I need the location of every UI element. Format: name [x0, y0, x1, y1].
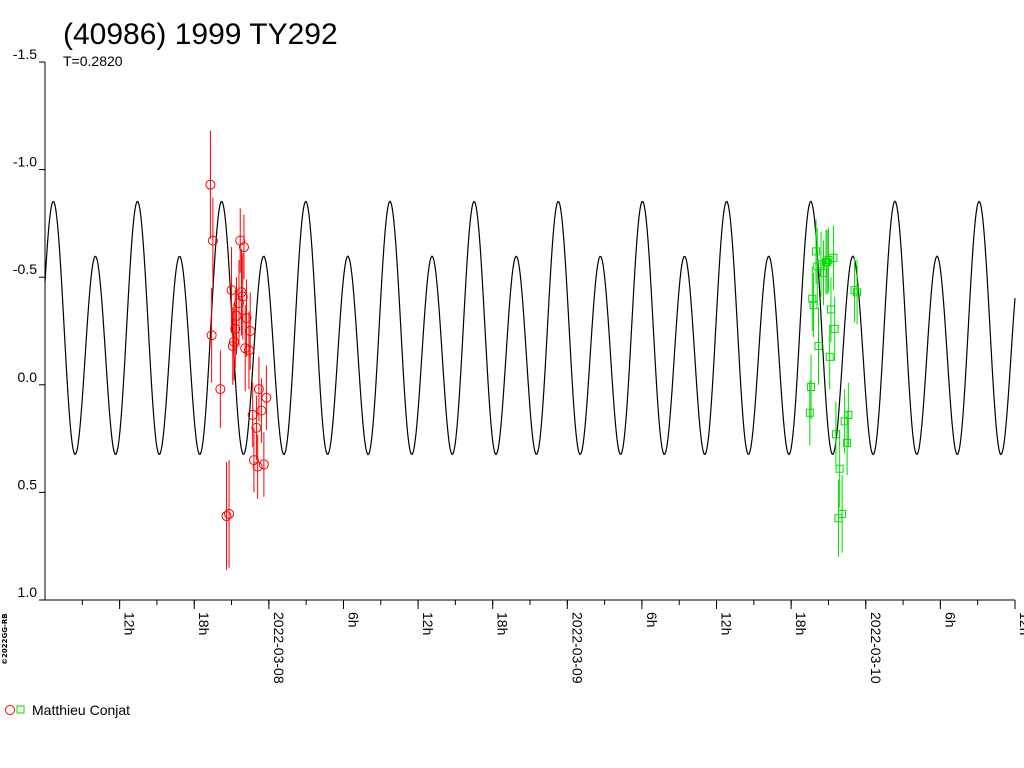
data-point — [261, 392, 272, 403]
data-point — [814, 342, 823, 351]
legend: Matthieu Conjat — [5, 702, 130, 718]
data-point — [853, 288, 862, 297]
data-point — [812, 247, 821, 256]
x-tick-label: 18h — [495, 612, 511, 635]
chart-subtitle: T=0.2820 — [63, 53, 123, 69]
data-point — [207, 235, 218, 246]
series-square — [805, 219, 862, 557]
series-layer — [205, 130, 862, 570]
data-point — [808, 294, 817, 303]
data-point — [838, 509, 847, 518]
data-point — [224, 508, 235, 519]
x-tick-label: 2022-03-08 — [271, 612, 287, 684]
data-point — [829, 253, 838, 262]
x-tick-label: 6h — [942, 612, 958, 628]
data-point — [825, 352, 834, 361]
data-point — [807, 382, 816, 391]
data-point — [805, 408, 814, 417]
data-point — [245, 326, 256, 336]
x-tick-label: 6h — [345, 612, 361, 628]
data-point — [205, 179, 216, 190]
data-point — [252, 461, 263, 472]
x-tick-label: 2022-03-09 — [569, 612, 585, 684]
y-tick-label: 1.0 — [18, 584, 38, 600]
y-tick-label: 0.0 — [18, 369, 38, 385]
y-tick-label: -1.0 — [13, 154, 37, 170]
data-point — [227, 341, 238, 352]
y-tick-label: -0.5 — [13, 261, 37, 277]
data-point — [221, 511, 232, 522]
data-point — [215, 384, 226, 395]
data-point — [243, 345, 254, 356]
data-point — [844, 410, 853, 419]
data-point — [238, 242, 249, 253]
data-point — [237, 291, 248, 302]
x-tick-label: 12h — [719, 612, 735, 635]
data-point — [830, 324, 839, 333]
data-point — [258, 459, 269, 470]
model-curve — [44, 200, 1016, 456]
x-tick-label: 18h — [793, 612, 809, 635]
legend-square-marker — [16, 705, 25, 714]
data-point — [843, 438, 852, 447]
x-tick-label: 12h — [122, 612, 138, 635]
data-point — [206, 330, 217, 341]
x-tick-label: 12h — [1017, 612, 1024, 635]
x-tick-label: 18h — [196, 612, 212, 635]
model-line — [44, 200, 1016, 456]
chart-title: (40986) 1999 TY292 — [63, 18, 338, 51]
data-point — [824, 255, 833, 264]
legend-circle-marker — [5, 705, 15, 715]
data-point — [850, 286, 859, 295]
y-axis: -1.5 -1.0 -0.5 0.0 0.5 1.0 — [13, 46, 46, 601]
series-circle — [205, 130, 272, 570]
x-tick-label: 6h — [644, 612, 660, 628]
data-point — [817, 260, 825, 269]
data-point — [253, 384, 264, 395]
y-tick-label: 0.5 — [18, 476, 38, 492]
data-point — [230, 323, 241, 334]
y-tick-label: -1.5 — [13, 46, 37, 62]
data-point — [241, 313, 252, 324]
data-point — [835, 464, 844, 473]
copyright-label: ©2022GG-RB — [1, 613, 9, 665]
legend-label: Matthieu Conjat — [32, 702, 130, 718]
x-tick-label: 12h — [420, 612, 436, 635]
x-axis: 12h 18h 2022-03-08 6h 12h 18h 2022-03-09 6h 12h 1… — [45, 599, 1024, 684]
data-point — [247, 409, 258, 420]
x-tick-label: 2022-03-10 — [868, 612, 884, 684]
data-point — [823, 258, 832, 267]
